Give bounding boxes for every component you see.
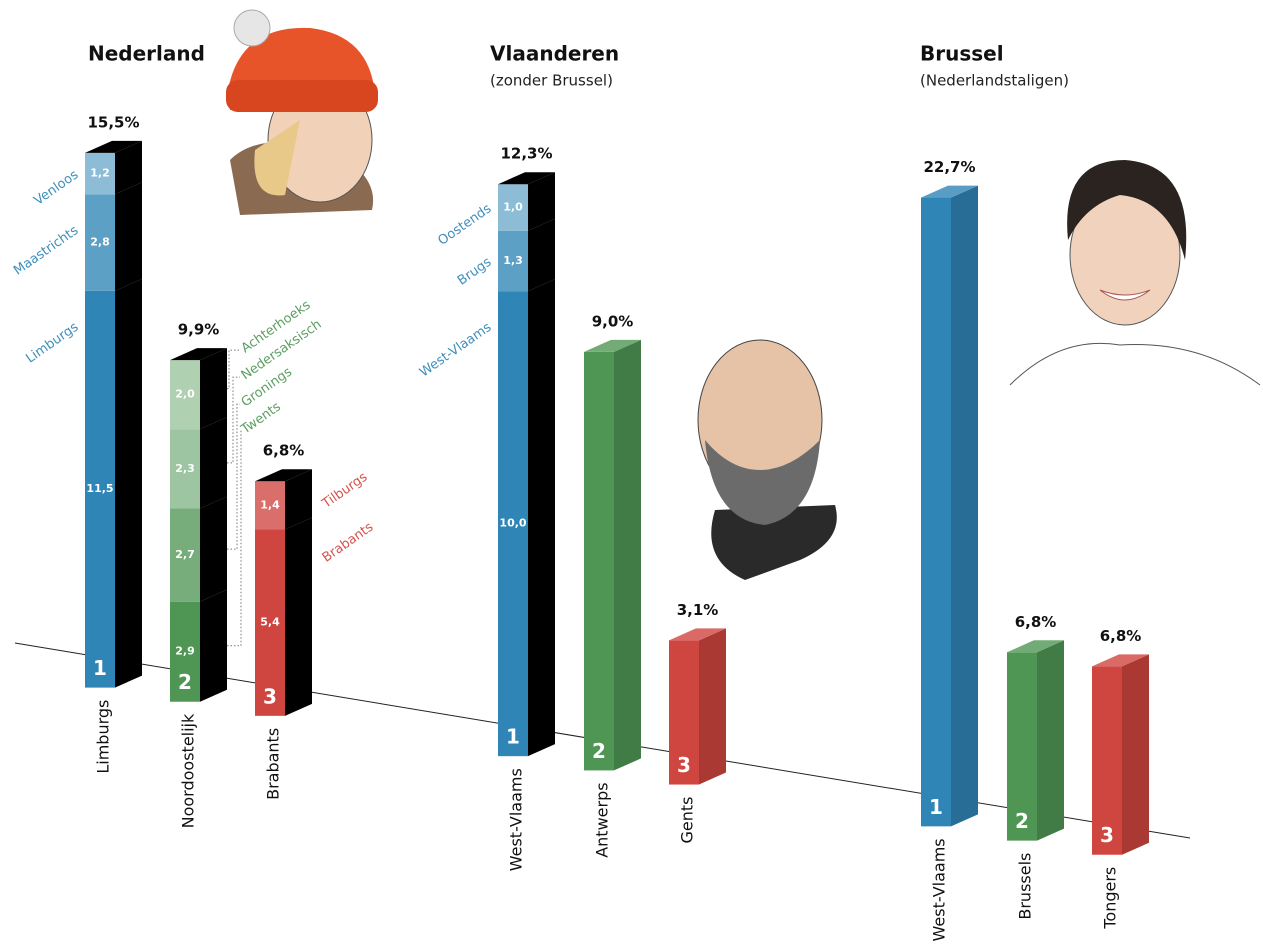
value-label: 6,8%: [263, 442, 305, 460]
bar-side: [951, 186, 978, 827]
value-label: 3,1%: [677, 601, 719, 619]
rank: 1: [506, 725, 520, 749]
segment-label: 2,8: [90, 236, 110, 249]
bar-segment-side: [200, 497, 227, 602]
value-label: 6,8%: [1015, 613, 1057, 631]
rank: 3: [677, 753, 691, 777]
segment-name: Brugs: [455, 255, 495, 289]
segment-label: 1,4: [260, 498, 280, 511]
bar: [584, 352, 614, 771]
bar-segment-side: [528, 279, 555, 756]
bar-side: [1122, 654, 1149, 854]
bar-side: [1037, 640, 1064, 840]
bar-segment-side: [200, 590, 227, 702]
group-title: Vlaanderen: [490, 42, 619, 66]
bar-segment-side: [528, 219, 555, 291]
segment-name: Brabants: [320, 520, 377, 566]
category-label: Brabants: [264, 728, 283, 800]
rank: 3: [1100, 823, 1114, 847]
segment-name: Maastrichts: [11, 223, 81, 279]
group-title: Nederland: [88, 42, 205, 66]
rank: 1: [929, 795, 943, 819]
bar-side: [614, 340, 641, 771]
chart: Nederland Vlaanderen (zonder Brussel) Br…: [0, 0, 1263, 948]
category-label: Tongers: [1101, 867, 1120, 930]
rank: 2: [1015, 809, 1029, 833]
value-label: 15,5%: [87, 113, 139, 131]
rank: 2: [178, 670, 192, 694]
rank: 2: [592, 739, 606, 763]
segment-label: 1,2: [90, 167, 110, 180]
leader-line: [227, 431, 241, 646]
leader-line: [227, 377, 240, 463]
illustration-woman-hat: [226, 10, 378, 215]
segment-label: 10,0: [499, 517, 526, 530]
value-label: 22,7%: [923, 158, 975, 176]
group-title: Brussel: [920, 42, 1004, 66]
bar: [921, 198, 951, 827]
category-label: Antwerps: [593, 782, 612, 857]
rank: 3: [263, 684, 277, 708]
value-label: 9,9%: [178, 321, 220, 339]
segment-label: 2,3: [175, 462, 195, 475]
value-label: 6,8%: [1100, 627, 1142, 645]
segment-label: 11,5: [86, 482, 113, 495]
group-subtitle: (Nederlandstaligen): [920, 72, 1069, 90]
bar-side: [699, 628, 726, 784]
segment-label: 1,0: [503, 200, 523, 213]
segment-label: 2,0: [175, 388, 195, 401]
bar-segment-side: [115, 182, 142, 291]
value-label: 12,3%: [500, 145, 552, 163]
illustration-man: [698, 340, 837, 580]
bar-segment-side: [115, 279, 142, 688]
category-label: Brussels: [1016, 853, 1035, 920]
group-subtitle: (zonder Brussel): [490, 72, 613, 90]
category-label: West-Vlaams: [507, 768, 526, 871]
segment-label: 5,4: [260, 616, 280, 629]
value-label: 9,0%: [592, 312, 634, 330]
category-label: Gents: [678, 797, 697, 844]
bar-segment-side: [200, 417, 227, 508]
segment-label: 2,9: [175, 645, 195, 658]
category-label: Limburgs: [94, 700, 113, 774]
segment-name: Oostends: [435, 201, 494, 249]
bar-segment-side: [285, 518, 312, 716]
leader-line: [227, 350, 240, 389]
segment-name: West-Vlaams: [417, 320, 494, 380]
segment-name: Limburgs: [23, 320, 81, 367]
bar-segment-side: [200, 348, 227, 429]
segment-name: Tilburgs: [319, 470, 371, 512]
segment-label: 2,7: [175, 548, 195, 561]
illustration-woman: [1010, 160, 1260, 385]
rank: 1: [93, 656, 107, 680]
segment-name: Venloos: [31, 167, 81, 208]
category-label: West-Vlaams: [930, 838, 949, 941]
segment-label: 1,3: [503, 254, 523, 267]
category-label: Noordoostelijk: [179, 713, 198, 828]
